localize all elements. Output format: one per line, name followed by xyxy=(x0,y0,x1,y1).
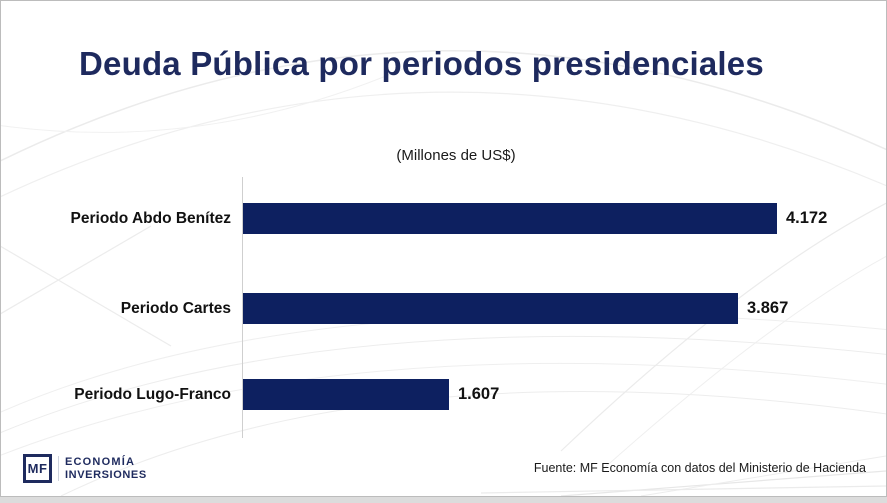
bar xyxy=(243,293,738,324)
source-note: Fuente: MF Economía con datos del Minist… xyxy=(533,461,866,475)
y-axis-line xyxy=(242,177,243,438)
category-label: Periodo Lugo-Franco xyxy=(74,385,231,403)
mf-economia-logo: MF ECONOMÍA INVERSIONES xyxy=(23,454,147,483)
mf-monogram: MF xyxy=(23,454,52,483)
bar xyxy=(243,379,449,410)
logo-line-economia: ECONOMÍA xyxy=(65,456,136,469)
logo-wordmark: ECONOMÍA INVERSIONES xyxy=(58,456,147,481)
value-label: 1.607 xyxy=(458,385,500,403)
chart-subtitle: (Millones de US$) xyxy=(396,147,516,164)
bar-row: Periodo Cartes 3.867 xyxy=(1,293,886,324)
bar xyxy=(243,203,777,234)
logo-line-inversiones: INVERSIONES xyxy=(65,468,147,481)
value-label: 3.867 xyxy=(747,299,789,317)
category-label: Periodo Cartes xyxy=(120,299,231,317)
bar-row: Periodo Lugo-Franco 1.607 xyxy=(1,379,886,410)
bar-row: Periodo Abdo Benítez 4.172 xyxy=(1,203,886,234)
category-label: Periodo Abdo Benítez xyxy=(70,209,231,227)
chart-title: Deuda Pública por periodos presidenciale… xyxy=(79,45,764,82)
value-label: 4.172 xyxy=(786,209,828,227)
